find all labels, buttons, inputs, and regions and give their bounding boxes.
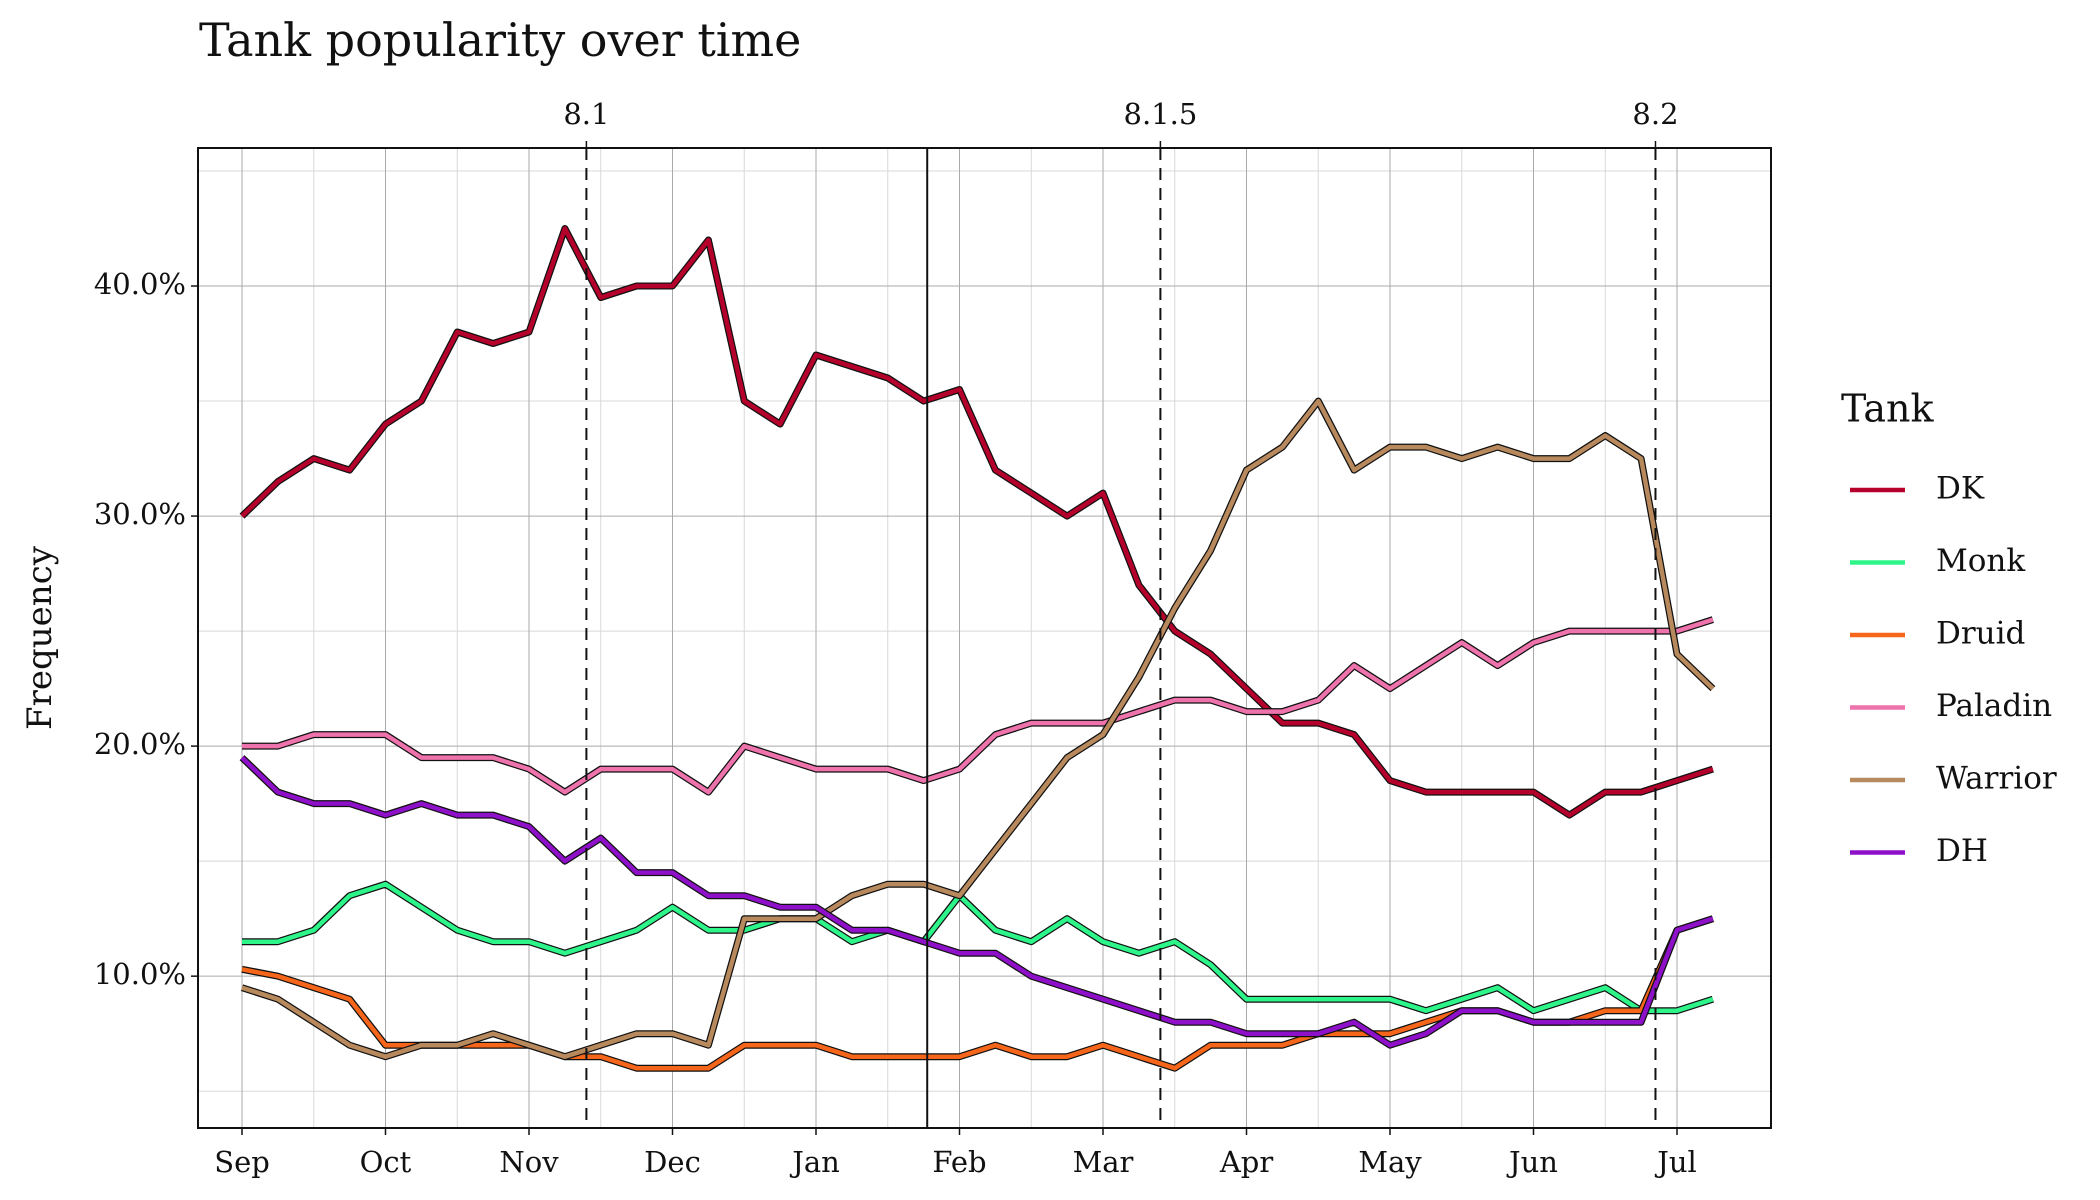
legend-label: DH	[1936, 833, 1988, 869]
line	[242, 881, 1714, 1013]
legend-label: Druid	[1936, 616, 2025, 652]
version-label: 8.1.5	[1124, 97, 1198, 131]
line	[242, 617, 1714, 795]
chart-title: Tank popularity over time	[199, 13, 801, 67]
y-tick-label: 10.0%	[94, 957, 186, 991]
x-tick-label: Jul	[1654, 1145, 1697, 1179]
x-tick-label: Dec	[644, 1145, 701, 1179]
x-tick-label: Mar	[1073, 1145, 1134, 1179]
legend-label: DK	[1936, 471, 1985, 507]
version-label: 8.1	[563, 97, 609, 131]
y-axis-label: Frequency	[20, 545, 60, 730]
x-tick-label: May	[1358, 1145, 1422, 1179]
line	[241, 398, 1715, 1059]
y-tick-label: 20.0%	[94, 727, 186, 761]
x-tick-label: Apr	[1219, 1145, 1274, 1179]
x-tick-label: Jan	[789, 1145, 840, 1179]
line	[240, 755, 1714, 1048]
plot-frame	[197, 147, 1772, 1129]
legend-label: Warrior	[1936, 761, 2057, 797]
x-tick-label: Feb	[932, 1145, 986, 1179]
x-tick-label: Sep	[214, 1145, 270, 1179]
y-tick-label: 30.0%	[94, 497, 186, 531]
x-tick-label: Jun	[1506, 1145, 1558, 1179]
legend-label: Paladin	[1936, 688, 2052, 724]
line	[240, 226, 1714, 818]
legend-title: Tank	[1841, 387, 1935, 431]
legend-label: Monk	[1936, 543, 2025, 579]
x-tick-label: Nov	[499, 1145, 559, 1179]
x-tick-label: Oct	[360, 1145, 412, 1179]
version-label: 8.2	[1632, 97, 1678, 131]
y-tick-label: 40.0%	[94, 267, 186, 301]
